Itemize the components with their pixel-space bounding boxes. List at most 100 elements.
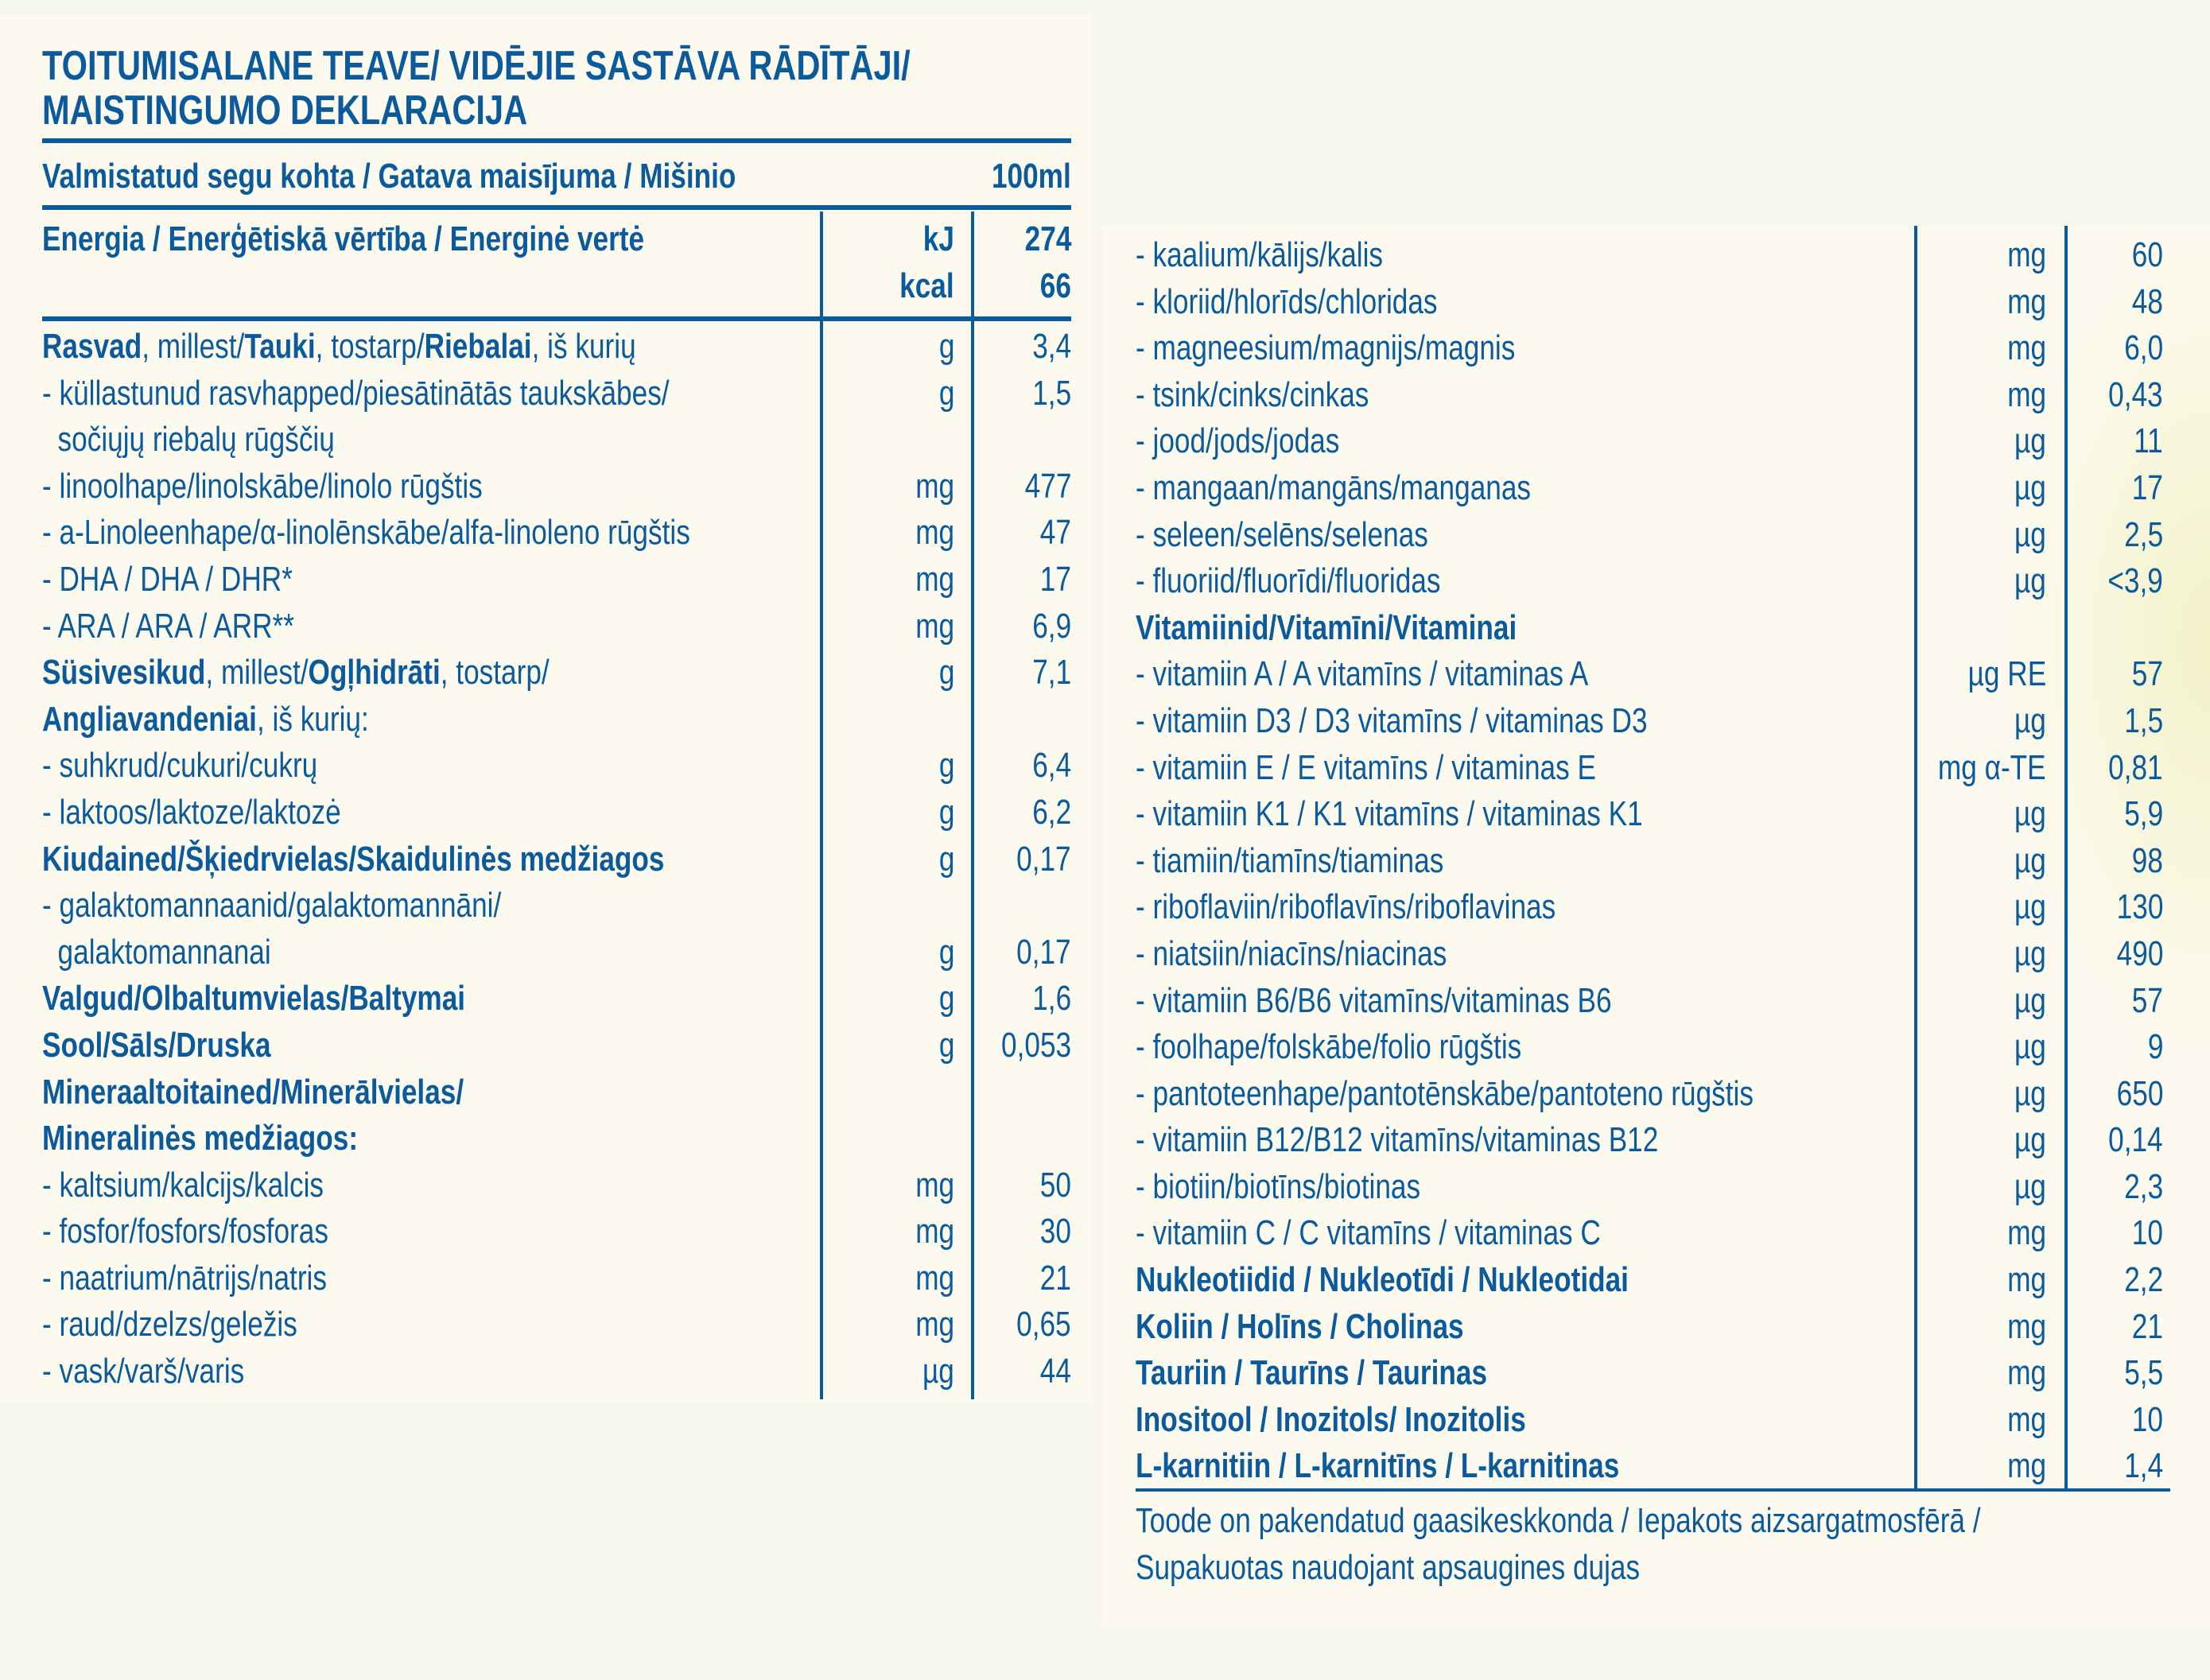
nutrient-row: - vask/varš/varis µg 44 [42,1348,1071,1395]
nutrient-value: 1,4 [2124,1446,2163,1486]
nutrient-label-part: - foolhape/folskābe/folio rūgštis [1136,1027,1522,1067]
nutrient-row: - kloriid/hlorīds/chloridas mg 48 [1136,279,2163,326]
nutrient-label: Nukleotiidid / Nukleotīdi / Nukleotidai [1136,1257,1629,1304]
nutrient-row: Mineraaltoitained/Minerālvielas/ [42,1069,1071,1116]
nutrient-label-part: Kiudained/Šķiedrvielas/Skaidulinės medži… [42,839,665,879]
nutrient-label: - naatrium/nātrijs/natris [42,1255,327,1302]
nutrient-row: - seleen/selēns/selenas µg 2,5 [1136,512,2163,559]
nutrient-unit: g [938,1025,954,1065]
nutrient-label-part: Rasvad [42,327,142,366]
energy-unit: kJ [922,219,954,258]
nutrient-label: - pantoteenhape/pantotēnskābe/pantoteno … [1136,1071,1754,1118]
nutrient-unit: mg [2007,1446,2046,1486]
nutrient-label: - suhkrud/cukuri/cukrų [42,743,317,790]
nutrient-label: Mineralinės medžiagos: [42,1115,358,1162]
nutrient-label-part: - vitamiin E / E vitamīns / vitaminas E [1136,747,1596,787]
nutrient-label-part: , millest/ [142,327,245,366]
nutrient-value: 0,14 [2108,1120,2163,1160]
nutrient-row: - ARA / ARA / ARR** mg 6,9 [42,603,1071,650]
nutrient-label-part: - jood/jods/jodas [1136,421,1340,461]
nutrient-label: - niatsiin/niacīns/niacinas [1136,931,1447,978]
nutrient-unit: mg [915,513,954,553]
nutrient-label: - magneesium/magnijs/magnis [1136,325,1515,372]
nutrient-label: Valgud/Olbaltumvielas/Baltymai [42,976,465,1022]
nutrient-label-part: Valgud/Olbaltumvielas/Baltymai [42,979,466,1018]
nutrient-label: - DHA / DHA / DHR* [42,557,293,603]
nutrient-row: - linoolhape/linolskābe/linolo rūgštis mg… [42,464,1071,510]
nutrition-table-right: - kaalium/kālijs/kalis mg 60 - kloriid/hlor… [1102,226,2210,1628]
nutrient-unit: µg [2014,1027,2046,1067]
nutrient-value: 6,9 [1032,606,1071,646]
nutrient-row: - tsink/cinks/cinkas mg 0,43 [1136,372,2163,419]
nutrient-unit: mg [915,466,954,506]
nutrient-row: - jood/jods/jodas µg 11 [1136,418,2163,465]
nutrient-row: - pantoteenhape/pantotēnskābe/pantoteno … [1136,1071,2163,1118]
nutrient-unit: µg [2014,561,2046,601]
nutrient-label-part: - seleen/selēns/selenas [1136,514,1428,554]
nutrient-unit: mg α-TE [1938,747,2046,787]
nutrient-label-part: - naatrium/nātrijs/natris [42,1258,327,1298]
nutrient-row: Vitamiinid/Vitamīni/Vitaminai [1136,605,2163,652]
nutrient-value: 3,4 [1032,327,1071,366]
basis-row: Valmistatud segu kohta / Gatava maisījum… [42,153,1071,200]
nutrient-row: Koliin / Holīns / Cholinas mg 21 [1136,1304,2163,1351]
nutrient-label-part: - DHA / DHA / DHR* [42,559,293,599]
nutrient-unit: µg [2014,794,2046,834]
nutrient-value: 6,0 [2124,328,2163,368]
nutrient-label: - raud/dzelzs/geležis [42,1302,297,1348]
nutrient-label-part: , millest/ [205,653,309,693]
nutrient-row: - niatsiin/niacīns/niacinas µg 490 [1136,931,2163,978]
nutrient-row: - kaltsium/kalcijs/kalcis mg 50 [42,1162,1071,1209]
nutrient-value: 47 [1039,513,1071,553]
nutrient-row: sočiųjų riebalų rūgščių [42,417,1071,464]
nutrient-label: Kiudained/Šķiedrvielas/Skaidulinės medži… [42,836,665,883]
nutrient-label-part: Ogļhidrāti [308,653,441,693]
nutrient-label-part: Mineralinės medžiagos: [42,1119,359,1158]
nutrient-row: Süsivesikud, millest/Ogļhidrāti, tostarp… [42,650,1071,696]
nutrient-unit: µg [2014,840,2046,880]
nutrient-label: - vitamiin D3 / D3 vitamīns / vitaminas … [1136,698,1648,745]
nutrient-value: 130 [2116,887,2163,927]
nutrient-label: - seleen/selēns/selenas [1136,512,1428,559]
nutrient-label: Süsivesikud, millest/Ogļhidrāti, tostarp… [42,650,550,696]
nutrient-label-part: Süsivesikud [42,653,206,693]
nutrient-row: - naatrium/nātrijs/natris mg 21 [42,1255,1071,1302]
nutrient-label-part: , tostarp/ [315,327,425,366]
nutrient-label: - mangaan/mangāns/manganas [1136,465,1531,512]
nutrient-unit: mg [915,606,954,646]
nutrient-value: 17 [2131,468,2163,507]
nutrient-label-part: Tauriin / Taurīns / Taurinas [1136,1353,1488,1393]
nutrient-label-part: Inositool / Inozitols/ Inozitolis [1136,1399,1526,1439]
nutrient-row: - mangaan/mangāns/manganas µg 17 [1136,465,2163,512]
nutrient-label-part: Riebalai [424,327,532,366]
nutrient-label: L-karnitiin / L-karnitīns / L-karnitinas [1136,1443,1619,1490]
nutrient-label-part: L-karnitiin / L-karnitīns / L-karnitinas [1136,1446,1620,1486]
nutrient-unit: mg [2007,281,2046,321]
nutrient-row: - küllastunud rasvhapped/piesātinātās ta… [42,371,1071,417]
nutrient-unit: g [938,979,954,1018]
nutrient-label: - a-Linoleenhape/α-linolēnskābe/alfa-lin… [42,510,690,557]
nutrient-value: 2,3 [2124,1166,2163,1206]
nutrient-unit: g [938,932,954,972]
nutrient-label-part: - vitamiin B12/B12 vitamīns/vitaminas B1… [1136,1120,1659,1160]
nutrient-row: Mineralinės medžiagos: [42,1115,1071,1162]
nutrient-label-part: - vask/varš/varis [42,1352,245,1391]
nutrient-unit: mg [2007,1213,2046,1253]
title-line-2: MAISTINGUMO DEKLARACIJA [42,87,528,134]
nutrient-row: - tiamiin/tiamīns/tiaminas µg 98 [1136,838,2163,885]
column-divider [1914,226,1917,1491]
nutrient-unit: µg [2014,1120,2046,1160]
nutrient-label: - biotiin/biotīns/biotinas [1136,1164,1420,1211]
nutrient-label: Vitamiinid/Vitamīni/Vitaminai [1136,605,1517,652]
nutrient-row: - vitamiin B6/B6 vitamīns/vitaminas B6 µg… [1136,978,2163,1025]
nutrient-unit: g [938,327,954,366]
nutrient-row: - foolhape/folskābe/folio rūgštis µg 9 [1136,1024,2163,1071]
nutrient-unit: µg [2014,887,2046,927]
nutrient-label-part: - biotiin/biotīns/biotinas [1136,1166,1421,1206]
nutrient-label-part: - tiamiin/tiamīns/tiaminas [1136,840,1444,880]
nutrient-row: - fluoriid/fluorīdi/fluoridas µg <3,9 [1136,558,2163,605]
nutrient-label: - jood/jods/jodas [1136,418,1339,465]
nutrient-label-part: - riboflaviin/riboflavīns/riboflavinas [1136,887,1556,927]
nutrient-label-part: - galaktomannaanid/galaktomannāni/ [42,886,502,925]
nutrient-row: Valgud/Olbaltumvielas/Baltymai g 1,6 [42,976,1071,1022]
